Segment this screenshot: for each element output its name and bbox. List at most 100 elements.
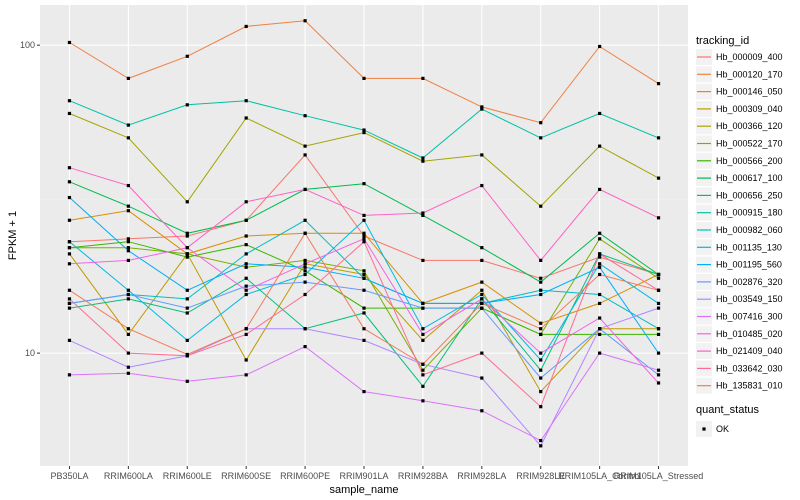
data-point [303, 153, 307, 157]
data-point [421, 327, 425, 331]
data-point [185, 200, 189, 204]
data-point [67, 306, 72, 310]
data-point [185, 311, 189, 315]
data-point [244, 276, 248, 280]
data-point [656, 381, 661, 385]
data-point [244, 332, 248, 337]
data-point [303, 262, 307, 266]
x-tick-label: RRIM105LA_Stressed [614, 471, 704, 481]
data-point [362, 218, 366, 222]
data-point [539, 351, 543, 355]
x-tick-label: RRIM928LE [516, 471, 565, 481]
data-point [421, 332, 425, 337]
x-tick-label: PB350LA [50, 471, 88, 481]
data-point [598, 351, 602, 355]
data-point [656, 136, 661, 140]
data-point [362, 389, 366, 394]
data-point [67, 99, 72, 103]
data-point [126, 288, 130, 292]
data-point [598, 187, 602, 192]
data-point [421, 306, 425, 310]
data-point [67, 246, 72, 250]
legend-point-swatch [702, 427, 706, 431]
data-point [67, 288, 72, 292]
data-point [67, 252, 72, 256]
data-point [362, 213, 366, 218]
data-point [480, 183, 484, 188]
data-point [362, 306, 366, 310]
data-point [362, 269, 366, 273]
x-tick-label: RRIM105LA_Control [558, 471, 641, 481]
data-point [598, 237, 602, 241]
data-point [598, 265, 602, 269]
data-point [244, 243, 248, 247]
data-point [656, 332, 661, 337]
data-point [421, 258, 425, 263]
x-tick-label: RRIM600LE [163, 471, 212, 481]
data-point [539, 136, 543, 140]
legend-label: Hb_135831_010 [716, 381, 783, 391]
data-point [539, 204, 543, 208]
x-tick-label: RRIM928BA [398, 471, 448, 481]
data-point [656, 373, 661, 377]
data-point [126, 351, 130, 355]
data-point [539, 280, 543, 284]
data-point [421, 338, 425, 342]
data-point [539, 327, 543, 331]
data-point [126, 237, 130, 241]
data-point [539, 438, 543, 443]
data-point [67, 338, 72, 342]
data-point [656, 288, 661, 292]
data-point [656, 272, 661, 277]
data-point [67, 180, 72, 184]
data-point [244, 99, 248, 103]
data-point [656, 301, 661, 306]
data-point [362, 276, 366, 280]
data-point [303, 231, 307, 235]
data-point [126, 204, 130, 208]
legend-label: Hb_001135_130 [716, 242, 782, 252]
data-point [480, 288, 484, 292]
data-point [539, 276, 543, 280]
data-point [480, 107, 484, 111]
legend-label: OK [716, 424, 729, 434]
data-point [67, 40, 72, 45]
legend-label: Hb_003549_150 [716, 294, 783, 304]
data-point [244, 234, 248, 238]
data-point [185, 246, 189, 250]
data-point [303, 327, 307, 331]
data-point [303, 269, 307, 273]
data-point [185, 234, 189, 238]
data-point [539, 368, 543, 372]
data-point [539, 376, 543, 380]
data-point [67, 195, 72, 200]
data-point [480, 105, 484, 109]
data-point [362, 237, 366, 241]
legend-title: tracking_id [696, 35, 749, 47]
data-point [421, 384, 425, 388]
data-point [421, 156, 425, 160]
x-tick-label: RRIM600SE [221, 471, 271, 481]
data-point [67, 262, 72, 266]
data-point [421, 368, 425, 372]
x-tick-label: RRIM928LA [457, 471, 506, 481]
data-point [185, 231, 189, 235]
data-point [362, 272, 366, 277]
data-point [126, 246, 130, 250]
data-point [126, 136, 130, 140]
legend-label: Hb_000656_250 [716, 190, 783, 200]
data-point [185, 379, 189, 383]
legend-label: Hb_000009_400 [716, 52, 783, 62]
data-point [598, 316, 602, 320]
data-point [539, 292, 543, 297]
data-point [480, 280, 484, 284]
data-point [244, 292, 248, 297]
data-point [421, 211, 425, 215]
data-point [421, 76, 425, 80]
data-point [244, 265, 248, 269]
data-point [126, 258, 130, 263]
data-point [244, 358, 248, 362]
data-point [185, 255, 189, 259]
data-point [67, 301, 72, 306]
